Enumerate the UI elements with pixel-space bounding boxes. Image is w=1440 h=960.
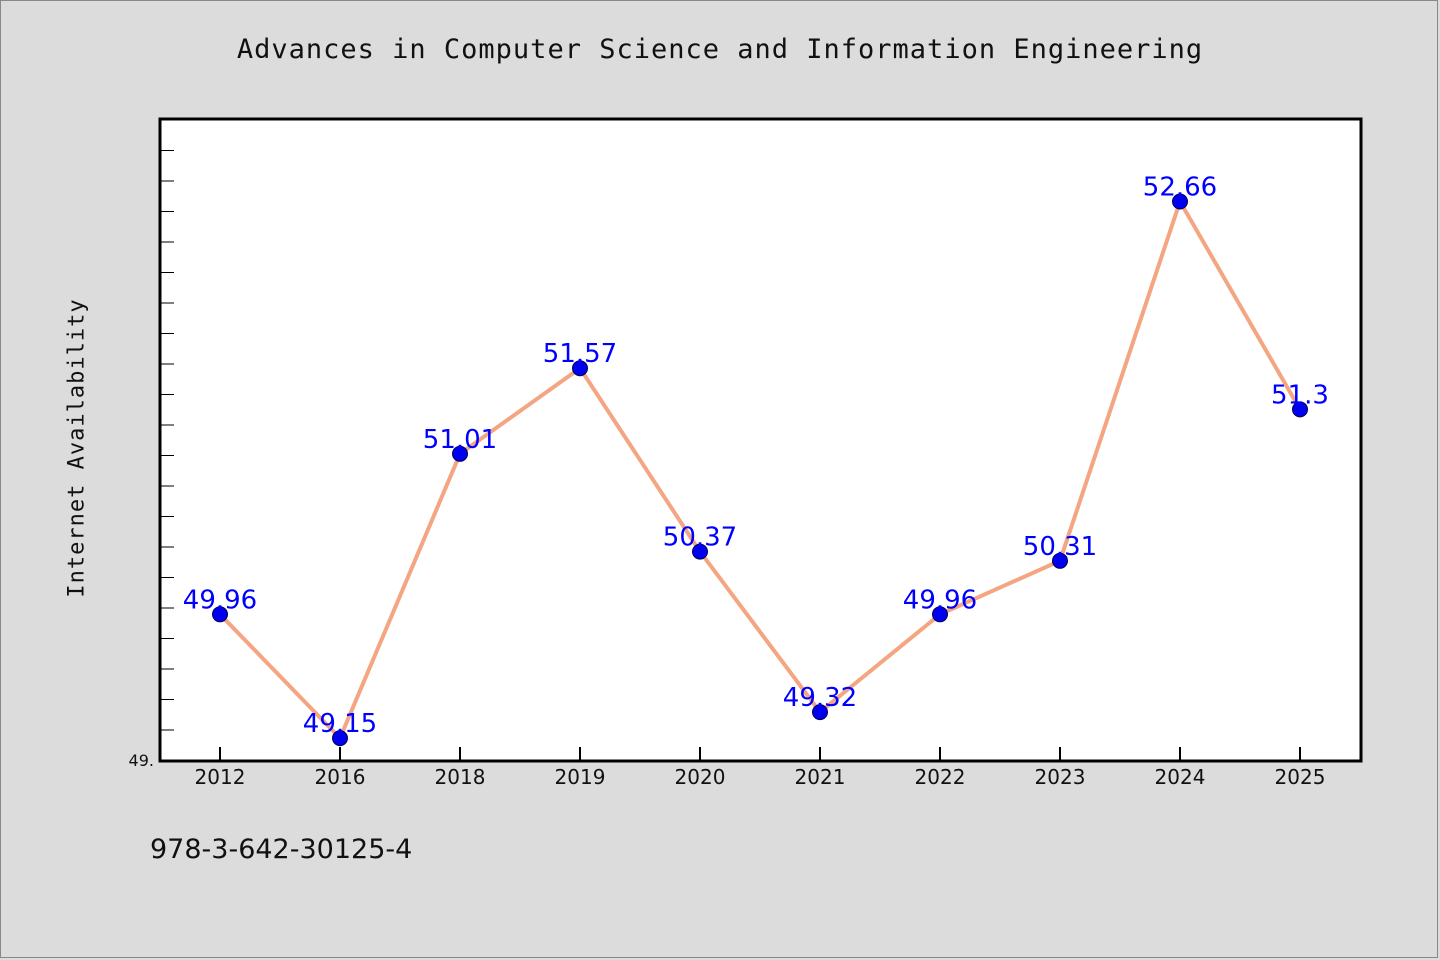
x-tick-label: 2022	[915, 765, 966, 789]
x-tick-label: 2020	[675, 765, 726, 789]
data-point	[932, 606, 948, 623]
chart-title: Advances in Computer Science and Informa…	[236, 34, 1204, 65]
data-label: 52.66	[1143, 173, 1217, 203]
data-label: 51.01	[423, 425, 497, 455]
y-axis-min-label: 49.	[129, 751, 154, 770]
data-point	[452, 445, 468, 462]
x-tick-label: 2018	[435, 765, 486, 789]
x-tick-label: 2012	[195, 765, 246, 789]
data-point	[332, 730, 348, 747]
x-tick-label: 2021	[795, 765, 846, 789]
data-label: 50.37	[663, 523, 737, 553]
data-point	[1172, 193, 1188, 210]
isbn-text: 978-3-642-30125-4	[150, 834, 413, 865]
data-label: 49.96	[903, 585, 977, 615]
series-layer: 49.96 49.15 51.01 51.57 50.37 49.32 49.96 50.31…	[183, 173, 1329, 747]
data-point	[812, 704, 828, 721]
plot-area	[158, 117, 1363, 763]
series-line	[218, 199, 1302, 741]
data-point	[692, 543, 708, 560]
x-tick-label: 2024	[1155, 765, 1206, 789]
data-label: 51.3	[1271, 380, 1329, 410]
data-point	[212, 606, 228, 623]
data-point	[1052, 552, 1068, 569]
data-label: 51.57	[543, 339, 617, 369]
data-label: 49.15	[303, 709, 377, 739]
x-axis-ticks: 2012 2016 2018 2019 2020 2021 2022 2023 2024 2025	[195, 747, 1326, 789]
data-point	[572, 360, 588, 377]
data-label: 50.31	[1023, 532, 1097, 562]
data-label: 49.32	[783, 683, 857, 713]
data-label: 49.96	[183, 585, 257, 615]
x-tick-label: 2025	[1275, 765, 1326, 789]
y-axis-ticks	[160, 150, 174, 731]
x-tick-label: 2016	[315, 765, 366, 789]
data-point	[1292, 401, 1308, 418]
x-tick-label: 2023	[1035, 765, 1086, 789]
x-tick-label: 2019	[555, 765, 606, 789]
